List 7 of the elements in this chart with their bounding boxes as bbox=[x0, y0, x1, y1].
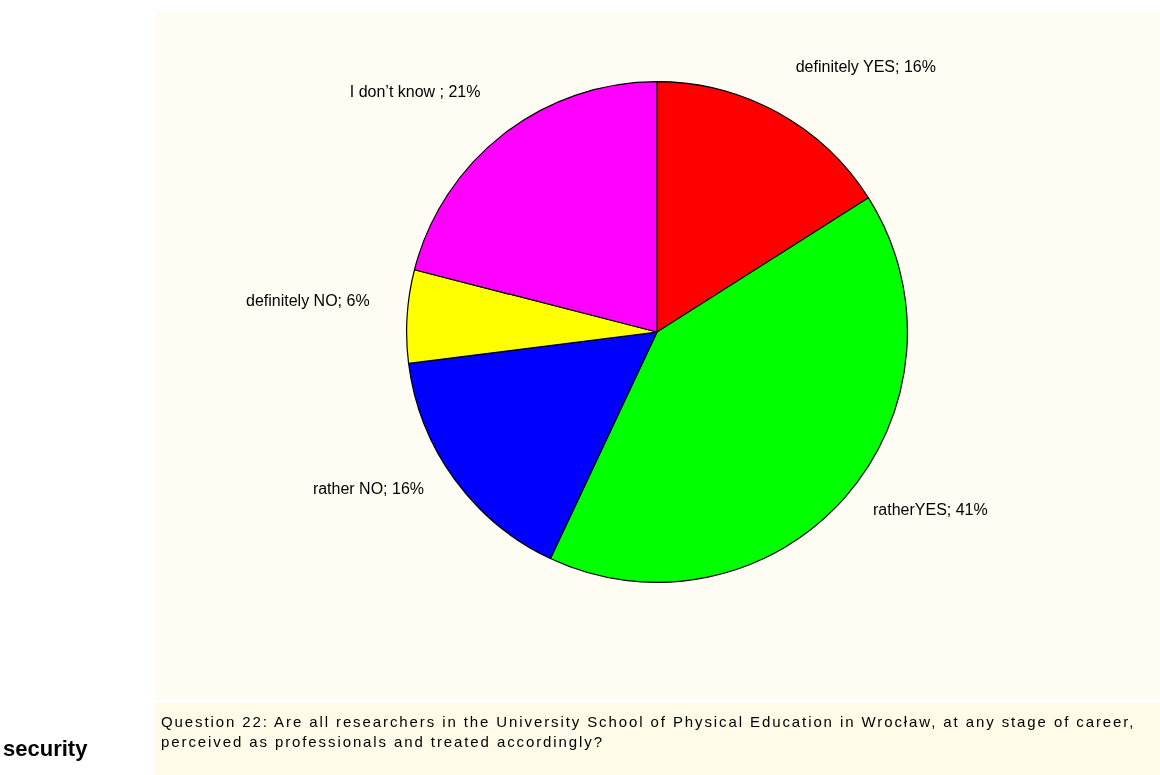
slice-label: rather NO; 16% bbox=[312, 479, 425, 497]
slice-label: definitely YES; 16% bbox=[795, 58, 936, 76]
text: Question 22: Are all researchers in the University School of Physical Education in Wrocław, at any stage of career, perceived as professionals and treated accordingly? bbox=[155, 703, 1160, 775]
slice-label: I don’t know ; 21% bbox=[349, 82, 481, 100]
text: security bbox=[3, 736, 88, 762]
slice-label: ratherYES; 41% bbox=[873, 500, 988, 518]
slice-label: definitely NO; 6% bbox=[246, 292, 370, 310]
